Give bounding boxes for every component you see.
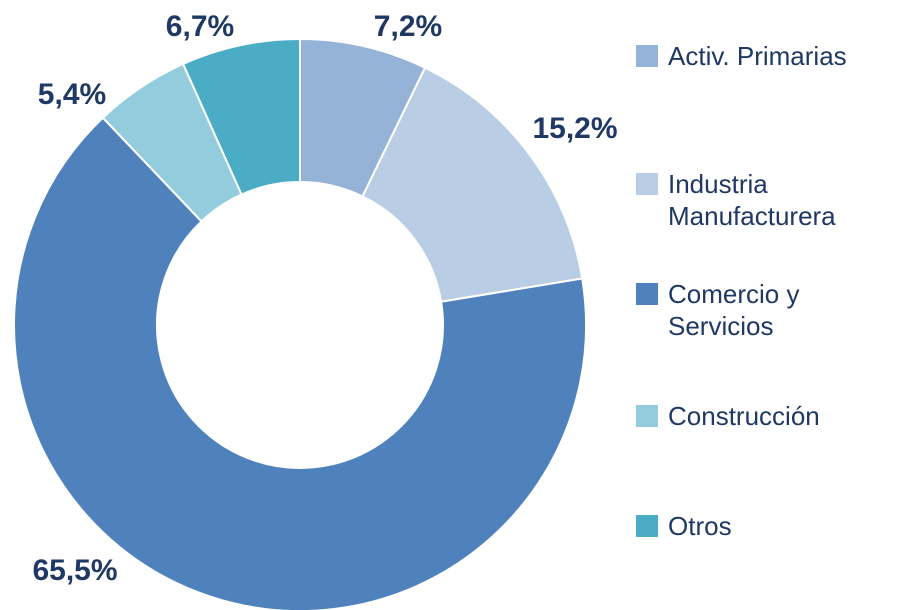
legend-item: Otros [636,510,908,542]
donut-slice [361,66,584,303]
legend-label: Industria Manufacturera [668,169,836,231]
data-label: 65,5% [32,554,117,587]
donut-slice [181,37,301,196]
legend-item: Activ. Primarias [636,40,908,72]
legend-swatch [636,173,658,195]
legend-label: Construcción [668,401,820,431]
legend-label: Otros [668,511,732,541]
donut-slice [13,116,587,610]
legend-label: Comercio y Servicios [668,279,800,341]
data-label: 6,7% [166,10,234,43]
legend-swatch [636,515,658,537]
legend-item: Construcción [636,400,908,432]
legend-swatch [636,45,658,67]
data-label: 7,2% [374,10,442,43]
legend-swatch [636,283,658,305]
legend-item: Comercio y Servicios [636,278,908,342]
legend-label: Activ. Primarias [668,41,847,71]
legend-item: Industria Manufacturera [636,168,908,232]
legend-swatch [636,405,658,427]
data-label: 5,4% [38,78,106,111]
data-label: 15,2% [532,112,617,145]
